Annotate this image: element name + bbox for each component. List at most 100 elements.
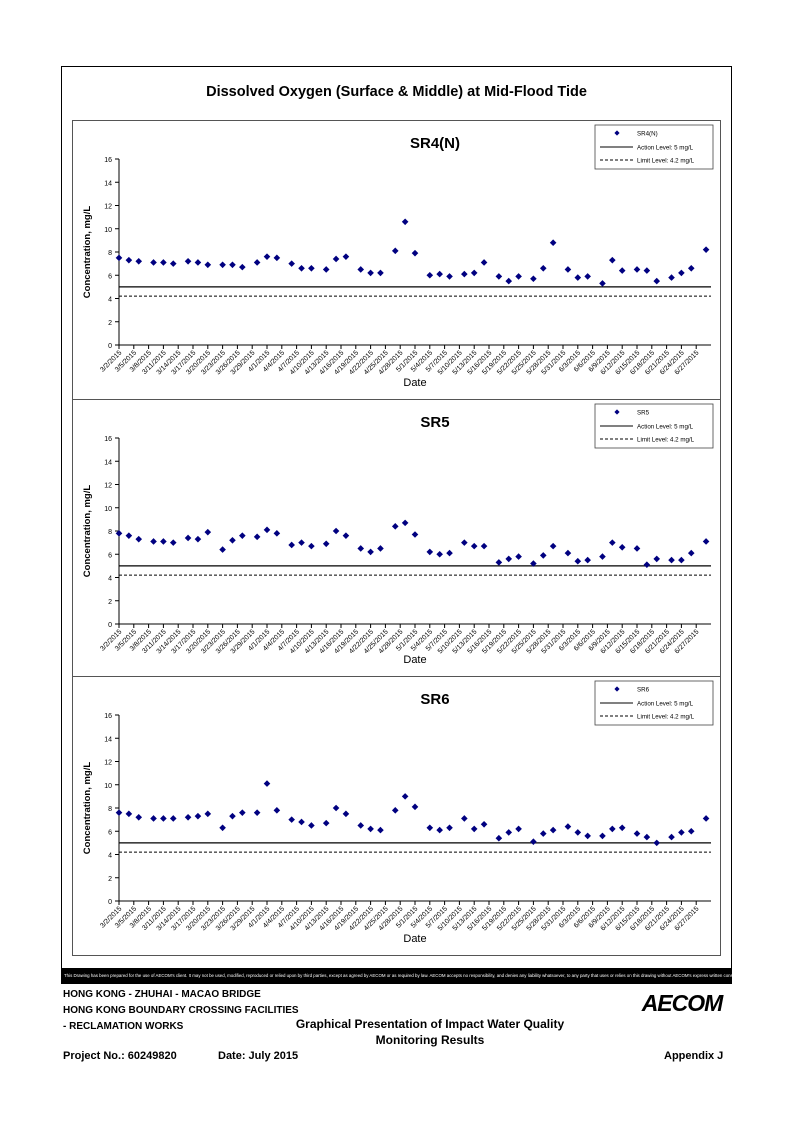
data-point: [219, 261, 226, 269]
x-axis-label: Date: [403, 654, 426, 666]
data-point: [633, 266, 641, 273]
data-point: [401, 519, 409, 527]
data-point: [308, 542, 315, 550]
data-point: [436, 826, 443, 834]
data-point: [461, 270, 468, 278]
y-axis-label: Concentration, mg/L: [82, 485, 93, 578]
data-point: [411, 531, 419, 538]
data-point: [668, 556, 675, 564]
chart-panel-sr6: SR6 0 2 4 6 8 10 12 14 16 3/2/2015 3/5/2015 3/8/2015…: [72, 676, 721, 956]
data-point: [633, 830, 641, 837]
y-tick-label: 16: [104, 436, 112, 443]
y-tick-label: 0: [108, 622, 112, 629]
data-point: [564, 266, 572, 273]
y-tick-label: 10: [104, 783, 112, 790]
chart-title: SR4(N): [410, 135, 460, 152]
data-point: [584, 273, 591, 280]
data-point: [367, 825, 374, 833]
data-point: [505, 829, 513, 836]
data-point: [357, 266, 365, 273]
data-point: [470, 269, 478, 277]
aecom-logo-text: AECOM: [641, 990, 724, 1016]
data-point: [377, 826, 384, 834]
data-point: [357, 822, 365, 829]
chart-svg: SR602468101214163/2/20153/5/20153/8/2015…: [82, 680, 714, 945]
main-title: Dissolved Oxygen (Surface & Middle) at M…: [206, 84, 587, 100]
data-point: [480, 820, 488, 828]
data-point: [239, 809, 246, 816]
data-point: [288, 541, 295, 549]
data-point: [480, 259, 488, 266]
data-point: [461, 815, 468, 822]
data-point: [342, 532, 350, 539]
data-point: [643, 561, 651, 569]
data-point: [446, 824, 453, 832]
data-point: [702, 815, 710, 822]
project-number: Project No.: 60249820: [63, 1050, 177, 1062]
data-point: [530, 838, 537, 846]
legend: SR5 Action Level: 5 mg/L Limit Level: 4.2 …: [594, 403, 714, 449]
project-line-1: HONG KONG - ZHUHAI - MACAO BRIDGE: [63, 989, 261, 1000]
data-point: [288, 260, 295, 267]
y-tick-label: 10: [104, 506, 112, 513]
caption-line-1: Graphical Presentation of Impact Water Q…: [295, 1017, 565, 1031]
chart-panel-sr5: SR5 0 2 4 6 8 10 12 14 16 3/2/2015 3/5/2015 3/8/2015…: [72, 399, 721, 677]
legend-label: Action Level: 5 mg/L: [637, 145, 694, 152]
legend-marker: [614, 409, 620, 415]
data-point: [204, 528, 212, 536]
data-point: [549, 239, 557, 246]
data-point: [549, 542, 557, 550]
y-tick-label: 12: [104, 204, 112, 211]
data-point: [219, 546, 226, 553]
data-point: [609, 825, 616, 833]
data-point: [169, 815, 177, 822]
data-point: [377, 269, 384, 277]
data-point: [204, 810, 212, 818]
data-point: [426, 824, 434, 832]
chart-title: SR5: [420, 414, 449, 431]
data-point: [574, 829, 582, 836]
data-point: [574, 557, 582, 565]
data-point: [150, 815, 157, 822]
data-point: [273, 530, 281, 537]
data-point: [204, 261, 212, 269]
data-point: [263, 526, 271, 534]
data-point: [401, 793, 409, 800]
x-axis-label: Date: [403, 933, 426, 945]
y-tick-label: 14: [104, 180, 112, 187]
data-point: [150, 538, 157, 545]
data-point: [505, 277, 513, 285]
data-point: [125, 256, 133, 264]
data-point: [461, 539, 468, 546]
y-tick-label: 2: [108, 599, 112, 606]
legend-label: Action Level: 5 mg/L: [637, 701, 694, 708]
data-point: [609, 539, 616, 546]
data-point: [480, 542, 488, 550]
legend-label: Limit Level: 4.2 mg/L: [637, 714, 695, 721]
data-point: [367, 269, 374, 277]
data-point: [332, 804, 340, 812]
y-axis-label: Concentration, mg/L: [82, 206, 93, 299]
data-point: [446, 273, 453, 280]
legend: SR4(N) Action Level: 5 mg/L Limit Level: 4…: [594, 124, 714, 170]
data-point: [273, 807, 281, 814]
data-point: [643, 267, 651, 274]
data-point: [160, 538, 167, 545]
data-point: [135, 258, 143, 265]
data-point: [678, 829, 685, 836]
data-point: [470, 825, 478, 833]
data-point: [653, 277, 661, 285]
y-tick-label: 0: [108, 343, 112, 350]
legend-marker: [614, 130, 620, 136]
y-tick-label: 8: [108, 250, 112, 257]
data-point: [653, 839, 661, 847]
data-point: [515, 553, 522, 560]
y-tick-label: 6: [108, 273, 112, 280]
data-point: [253, 259, 261, 266]
data-point: [678, 269, 685, 277]
data-point: [391, 523, 399, 530]
y-tick-label: 8: [108, 529, 112, 536]
legend-label: SR6: [637, 687, 650, 694]
data-point: [377, 545, 384, 552]
data-point: [298, 818, 305, 826]
